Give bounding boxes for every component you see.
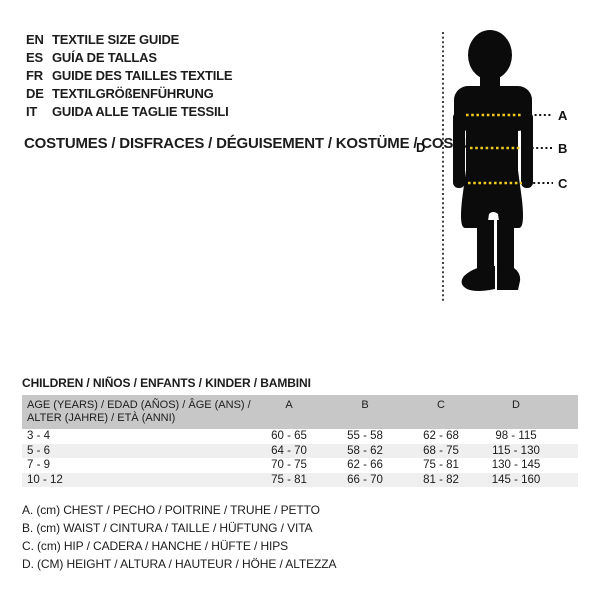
table-row: 10 - 12 75 - 81 66 - 70 81 - 82 145 - 16… [22, 472, 578, 487]
language-title-list: EN TEXTILE SIZE GUIDE ES GUÍA DE TALLAS … [26, 31, 233, 121]
lang-row-en: EN TEXTILE SIZE GUIDE [26, 31, 232, 49]
chest-label: A [558, 108, 568, 123]
legend-height: D. (CM) HEIGHT / ALTURA / HAUTEUR / HÖHE… [22, 557, 337, 571]
chest-cell: 64 - 70 [271, 444, 307, 457]
lang-row-de: DE TEXTILGRÖßENFÜHRUNG [26, 85, 232, 103]
child-silhouette [453, 30, 533, 291]
age-cell: 7 - 9 [27, 459, 51, 471]
measurement-figure: A B C D [408, 20, 593, 312]
child-silhouette-diagram: A B C D [416, 30, 568, 301]
height-cell: 98 - 115 [495, 430, 537, 442]
lang-code: EN [26, 32, 44, 47]
table-title: CHILDREN / NIÑOS / ENFANTS / KINDER / BA… [22, 376, 311, 390]
lang-code: ES [26, 50, 43, 65]
column-header-c: C [437, 399, 445, 411]
table-row: 5 - 6 64 - 70 58 - 62 68 - 75 115 - 130 [22, 443, 578, 458]
column-header-d: D [512, 399, 520, 411]
height-cell: 115 - 130 [492, 444, 540, 457]
legend-hip: C. (cm) HIP / CADERA / HANCHE / HÜFTE / … [22, 539, 289, 553]
age-header-line1: AGE (YEARS) / EDAD (AÑOS) / ÂGE (ANS) / [27, 399, 251, 411]
age-column-header: AGE (YEARS) / EDAD (AÑOS) / ÂGE (ANS) / … [22, 395, 252, 429]
table-row: 3 - 4 60 - 65 55 - 58 62 - 68 98 - 115 [22, 429, 578, 444]
lang-label: GUÍA DE TALLAS [52, 50, 157, 65]
column-header-a: A [285, 399, 293, 411]
lang-code: IT [26, 104, 38, 119]
hip-cell: 81 - 82 [423, 473, 459, 486]
table-row: 7 - 9 70 - 75 62 - 66 75 - 81 130 - 145 [22, 458, 578, 473]
table-header-row: AGE (YEARS) / EDAD (AÑOS) / ÂGE (ANS) / … [22, 395, 578, 429]
lang-label: GUIDE DES TAILLES TEXTILE [52, 68, 233, 83]
hip-cell: 68 - 75 [423, 444, 459, 457]
lang-row-fr: FR GUIDE DES TAILLES TEXTILE [26, 67, 233, 85]
hip-label: C [558, 176, 568, 191]
height-label: D [416, 140, 425, 155]
legend-chest: A. (cm) CHEST / PECHO / POITRINE / TRUHE… [22, 503, 320, 517]
waist-cell: 58 - 62 [347, 444, 383, 457]
column-header-b: B [361, 399, 369, 411]
chest-cell: 60 - 65 [271, 430, 307, 442]
lang-label: GUIDA ALLE TAGLIE TESSILI [52, 104, 229, 119]
lang-label: TEXTILE SIZE GUIDE [52, 32, 180, 47]
lang-row-it: IT GUIDA ALLE TAGLIE TESSILI [26, 103, 232, 121]
lang-row-es: ES GUÍA DE TALLAS [26, 49, 232, 67]
height-cell: 130 - 145 [491, 459, 541, 471]
chest-cell: 75 - 81 [271, 473, 307, 486]
age-cell: 10 - 12 [27, 473, 63, 486]
legend-waist: B. (cm) WAIST / CINTURA / TAILLE / HÜFTU… [22, 521, 313, 535]
lang-code: DE [26, 86, 44, 101]
chest-cell: 70 - 75 [271, 459, 307, 471]
age-cell: 5 - 6 [27, 444, 51, 457]
hip-cell: 75 - 81 [423, 459, 459, 471]
hip-cell: 62 - 68 [423, 430, 459, 442]
waist-cell: 66 - 70 [347, 473, 383, 486]
waist-cell: 55 - 58 [347, 430, 383, 442]
lang-label: TEXTILGRÖßENFÜHRUNG [52, 86, 214, 101]
waist-cell: 62 - 66 [347, 459, 383, 471]
measure-legend: A. (cm) CHEST / PECHO / POITRINE / TRUHE… [22, 501, 336, 573]
age-header-line2: ALTER (JAHRE) / ETÀ (ANNI) [27, 412, 176, 424]
height-cell: 145 - 160 [491, 473, 541, 486]
lang-code: FR [26, 68, 43, 83]
children-size-table: AGE (YEARS) / EDAD (AÑOS) / ÂGE (ANS) / … [22, 395, 578, 487]
waist-label: B [558, 141, 567, 156]
age-cell: 3 - 4 [27, 430, 51, 442]
category-title: COSTUMES / DISFRACES / DÉGUISEMENT / KOS… [24, 135, 490, 152]
